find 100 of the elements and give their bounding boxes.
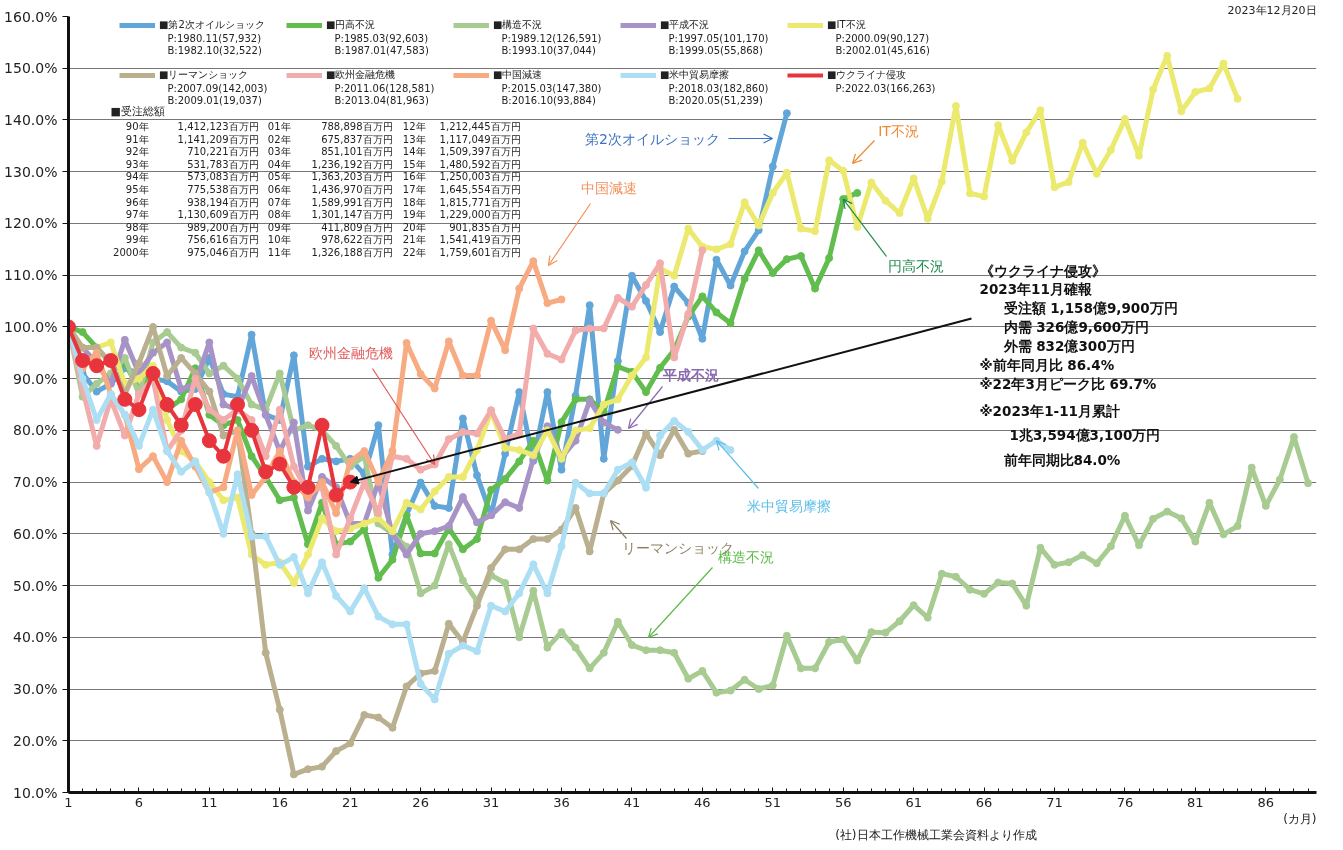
text: 09年 411,809百万円 bbox=[267, 221, 393, 233]
text: 16年 1,250,003百万円 bbox=[402, 171, 521, 183]
y-tick-label: 100.0% bbox=[4, 318, 58, 335]
text: 12年 1,212,445百万円 bbox=[402, 121, 521, 132]
annotation: P:1980.11(57,932) B:1982.10(32,522) bbox=[167, 33, 262, 56]
text: 90年 1,412,123百万円 bbox=[125, 121, 259, 132]
text: 99年 756,616百万円 bbox=[125, 234, 259, 246]
x-tick-label: 26 bbox=[412, 794, 429, 810]
legend-label: ■中国減速 bbox=[493, 68, 544, 82]
y-tick-label: 50.0% bbox=[13, 577, 58, 594]
text: 03年 851,101百万円 bbox=[267, 146, 393, 158]
text: 05年 1,363,203百万円 bbox=[267, 171, 393, 183]
annotation: 米中貿易摩擦 bbox=[746, 497, 831, 514]
text: 17年 1,645,554百万円 bbox=[402, 184, 521, 195]
x-tick-label: 51 bbox=[764, 794, 782, 810]
legend-label: ■リーマンショック bbox=[159, 68, 250, 82]
legend-label: ■IT不況 bbox=[827, 18, 867, 32]
annotation: 欧州金融危機 bbox=[308, 344, 393, 361]
annotation: 《ウクライナ侵攻》 bbox=[979, 262, 1106, 279]
text: 13年 1,117,049百万円 bbox=[402, 133, 521, 145]
annotation: P:2018.03(182,860) B:2020.05(51,239) bbox=[668, 83, 769, 106]
annotation: P:1985.03(92,603) B:1987.01(47,583) bbox=[334, 33, 429, 56]
x-tick-label: 31 bbox=[482, 794, 500, 810]
text: 93年 531,783百万円 bbox=[125, 158, 259, 170]
annotation: P:1989.12(126,591) B:1993.10(37,044) bbox=[501, 33, 602, 56]
text: 22年 1,759,601百万円 bbox=[402, 247, 521, 258]
y-tick-label: 40.0% bbox=[13, 629, 58, 646]
y-tick-label: 10.0% bbox=[13, 784, 58, 801]
annotation: P:2000.09(90,127) B:2002.01(45,616) bbox=[835, 33, 930, 56]
text: 94年 573,083百万円 bbox=[125, 171, 259, 183]
x-tick-label: 11 bbox=[201, 794, 218, 810]
x-tick-label: 6 bbox=[134, 794, 144, 810]
legend-label: ■平成不況 bbox=[660, 18, 711, 32]
x-tick-label: 36 bbox=[553, 794, 570, 810]
text: 14年 1,509,397百万円 bbox=[402, 146, 521, 158]
annotation: 1兆3,594億3,100万円 bbox=[1009, 426, 1161, 443]
y-tick-label: 120.0% bbox=[4, 215, 58, 232]
text: 01年 788,898百万円 bbox=[267, 121, 393, 132]
x-axis-title: (カ月) bbox=[1283, 811, 1317, 826]
annotation: P:2011.06(128,581) B:2013.04(81,963) bbox=[334, 83, 435, 106]
text: 19年 1,229,000百万円 bbox=[402, 209, 521, 221]
annotation: 2023年11月確報 bbox=[979, 280, 1093, 297]
text: 92年 710,221百万円 bbox=[125, 146, 259, 158]
x-tick-label: 46 bbox=[694, 794, 711, 810]
y-tick-label: 30.0% bbox=[13, 681, 58, 698]
annotation: ※22年3月ピーク比 69.7% bbox=[979, 375, 1157, 392]
annotation: 外需 832億300万円 bbox=[1002, 337, 1135, 354]
annotation: ※2023年1-11月累計 bbox=[979, 402, 1120, 419]
x-tick-label: 66 bbox=[975, 794, 993, 810]
x-tick-label: 21 bbox=[341, 794, 359, 810]
text: 02年 675,837百万円 bbox=[267, 133, 393, 145]
y-tick-label: 80.0% bbox=[13, 422, 58, 439]
y-tick-label: 130.0% bbox=[4, 163, 58, 180]
y-tick-label: 110.0% bbox=[4, 267, 58, 284]
annotation: 中国減速 bbox=[580, 179, 637, 196]
annotation: ※前年同月比 86.4% bbox=[979, 356, 1115, 373]
text: 97年 1,130,609百万円 bbox=[125, 209, 259, 221]
x-tick-label: 86 bbox=[1257, 794, 1275, 810]
x-tick-label: 16 bbox=[271, 794, 289, 810]
legend-label: ■欧州金融危機 bbox=[326, 68, 397, 82]
text: 18年 1,815,771百万円 bbox=[402, 196, 521, 208]
x-tick-label: 71 bbox=[1046, 794, 1063, 810]
x-tick-label: 76 bbox=[1116, 794, 1134, 810]
text: 20年 901,835百万円 bbox=[402, 221, 521, 233]
text: 10年 978,622百万円 bbox=[267, 234, 393, 246]
legend-label: ■米中貿易摩擦 bbox=[660, 68, 731, 82]
annotation: P:2015.03(147,380) B:2016.10(93,884) bbox=[501, 83, 602, 106]
y-tick-label: 150.0% bbox=[4, 60, 58, 77]
y-tick-label: 160.0% bbox=[4, 8, 58, 25]
annotation: P:1997.05(101,170) B:1999.05(55,868) bbox=[668, 33, 769, 56]
text: 08年 1,301,147百万円 bbox=[267, 209, 393, 221]
y-tick-label: 140.0% bbox=[4, 111, 58, 128]
text: 95年 775,538百万円 bbox=[125, 184, 259, 195]
legend-label: ■円高不況 bbox=[326, 18, 377, 32]
legend-label: ■構造不況 bbox=[493, 18, 544, 32]
y-tick-label: 60.0% bbox=[13, 525, 58, 542]
legend-label: ■第2次オイルショック bbox=[159, 18, 266, 32]
text: 11年 1,326,188百万円 bbox=[267, 247, 393, 258]
annotation: ■受注総額 bbox=[110, 105, 165, 118]
annotation: P:2007.09(142,003) B:2009.01(19,037) bbox=[167, 83, 268, 106]
annotation: 前年同期比84.0% bbox=[1002, 451, 1121, 468]
text: 96年 938,194百万円 bbox=[125, 196, 259, 208]
x-tick-label: 61 bbox=[905, 794, 922, 810]
legend-label: ■ウクライナ侵攻 bbox=[827, 68, 908, 82]
x-tick-label: 1 bbox=[64, 794, 73, 810]
text: 07年 1,589,991百万円 bbox=[267, 196, 393, 208]
annotation: IT不況 bbox=[878, 122, 919, 139]
x-tick-label: 41 bbox=[623, 794, 641, 810]
text: 91年 1,141,209百万円 bbox=[125, 133, 259, 145]
text: 21年 1,541,419百万円 bbox=[402, 234, 521, 246]
text: 98年 989,200百万円 bbox=[125, 221, 259, 233]
annotation: 円高不況 bbox=[887, 257, 944, 274]
x-tick-label: 81 bbox=[1187, 794, 1204, 810]
x-tick-label: 56 bbox=[834, 794, 852, 810]
text: 06年 1,436,970百万円 bbox=[267, 184, 393, 195]
text: 15年 1,480,592百万円 bbox=[402, 158, 521, 170]
annotation: 2023年12月20日 bbox=[1227, 3, 1317, 17]
annotation: 受注額 1,158億9,900万円 bbox=[1002, 299, 1178, 316]
annotation: P:2022.03(166,263) bbox=[835, 83, 936, 94]
y-tick-label: 20.0% bbox=[13, 732, 58, 749]
